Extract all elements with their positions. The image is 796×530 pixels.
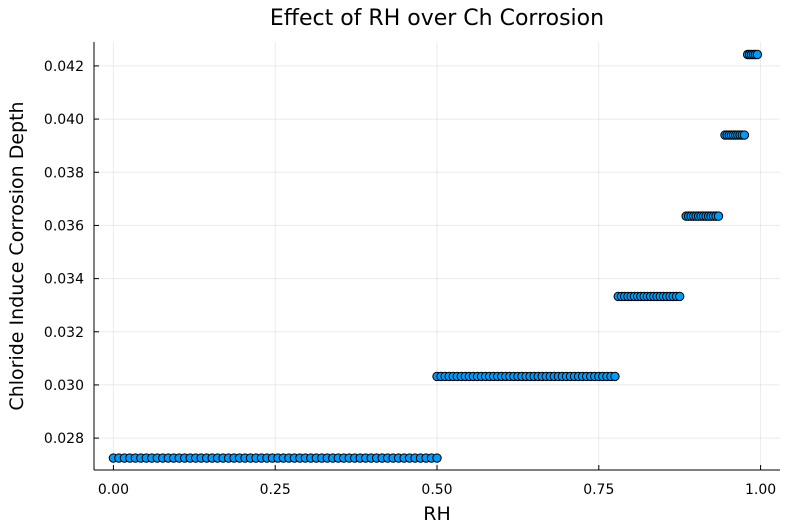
y-tick-label: 0.034 xyxy=(44,272,84,288)
data-point xyxy=(432,453,442,463)
x-tick-label: 0.00 xyxy=(98,482,129,498)
chart-title: Effect of RH over Ch Corrosion xyxy=(270,6,604,31)
x-axis-label: RH xyxy=(423,503,451,525)
y-tick-label: 0.032 xyxy=(44,325,84,341)
y-tick-label: 0.042 xyxy=(44,59,84,75)
x-tick-label: 0.25 xyxy=(260,482,291,498)
x-tick-label: 0.75 xyxy=(583,482,614,498)
y-ticks: 0.028 0.030 0.032 0.034 0.036 0.038 0.040 0.042 xyxy=(44,59,99,447)
y-axis-label: Chloride Induce Corrosion Depth xyxy=(6,101,28,410)
x-ticks: 0.00 0.25 0.50 0.75 1.00 xyxy=(98,465,776,498)
data-point xyxy=(739,130,750,140)
data-point xyxy=(752,49,763,60)
y-tick-label: 0.030 xyxy=(44,378,84,394)
x-tick-label: 1.00 xyxy=(745,482,776,498)
data-point xyxy=(610,371,620,382)
data-point xyxy=(674,291,685,302)
grid xyxy=(94,42,780,470)
y-tick-label: 0.036 xyxy=(44,218,84,234)
data-points xyxy=(108,49,763,463)
x-tick-label: 0.50 xyxy=(421,482,452,498)
y-tick-label: 0.038 xyxy=(44,165,84,181)
data-point xyxy=(713,211,724,221)
y-tick-label: 0.028 xyxy=(44,431,84,447)
y-tick-label: 0.040 xyxy=(44,112,84,128)
